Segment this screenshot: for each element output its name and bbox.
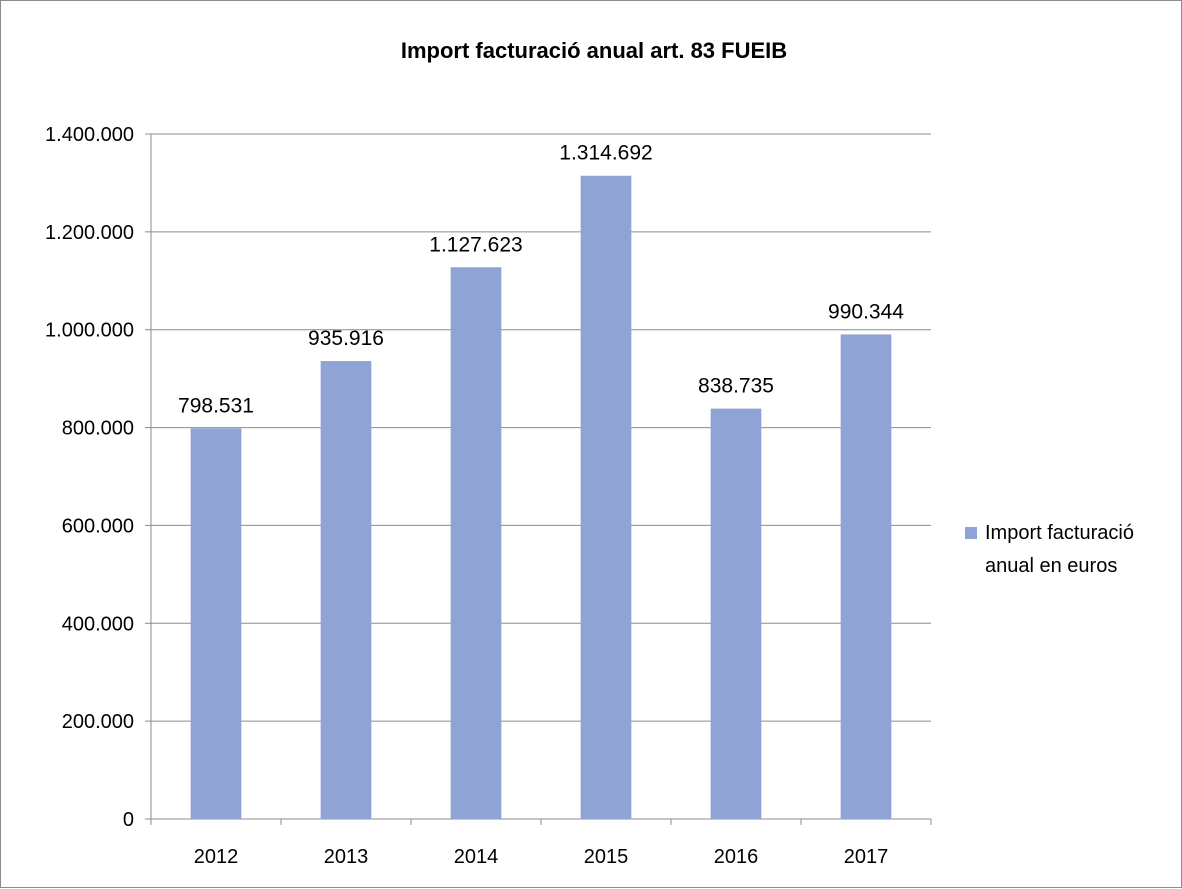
bar bbox=[710, 408, 762, 819]
legend-label-line-2: anual en euros bbox=[985, 555, 1117, 577]
gridlines bbox=[151, 133, 931, 722]
y-axis-tick-labels: 0 200.000 400.000 600.000 800.000 1.000.000 1.… bbox=[45, 124, 134, 831]
data-label: 990.344 bbox=[828, 300, 904, 323]
y-tick-label: 600.000 bbox=[62, 515, 134, 537]
bar bbox=[450, 267, 502, 820]
y-tick-label: 1.000.000 bbox=[45, 320, 134, 342]
bar bbox=[580, 175, 632, 819]
x-axis-tick-labels: 2012 2013 2014 2015 2016 2017 bbox=[194, 846, 889, 868]
data-label: 838.735 bbox=[698, 375, 774, 398]
y-tick-label: 400.000 bbox=[62, 613, 134, 635]
y-tick-label: 1.400.000 bbox=[45, 124, 134, 146]
bar bbox=[320, 361, 372, 819]
y-tick-label: 800.000 bbox=[62, 418, 134, 440]
data-label: 1.127.623 bbox=[429, 233, 522, 256]
x-tick-label: 2014 bbox=[454, 846, 499, 868]
data-label: 935.916 bbox=[308, 327, 384, 350]
data-label: 1.314.692 bbox=[559, 142, 652, 165]
bars bbox=[190, 175, 892, 820]
x-tick-label: 2015 bbox=[584, 846, 629, 868]
legend-swatch bbox=[965, 527, 977, 539]
bar bbox=[190, 428, 242, 819]
data-labels: 798.531 935.916 1.127.623 1.314.692 838.735 9… bbox=[178, 142, 904, 418]
x-tick-label: 2017 bbox=[844, 846, 889, 868]
y-tick-label: 1.200.000 bbox=[45, 222, 134, 244]
x-tick-label: 2013 bbox=[324, 846, 369, 868]
bar bbox=[840, 334, 892, 819]
chart-title: Import facturació anual art. 83 FUEIB bbox=[401, 38, 787, 63]
y-tick-label: 200.000 bbox=[62, 711, 134, 733]
data-label: 798.531 bbox=[178, 394, 254, 417]
x-tick-label: 2016 bbox=[714, 846, 759, 868]
x-tick-label: 2012 bbox=[194, 846, 239, 868]
legend-label-line-1: Import facturació bbox=[985, 522, 1134, 544]
axes bbox=[145, 133, 932, 825]
legend: Import facturació anual en euros bbox=[965, 522, 1134, 577]
y-tick-label: 0 bbox=[123, 809, 134, 831]
